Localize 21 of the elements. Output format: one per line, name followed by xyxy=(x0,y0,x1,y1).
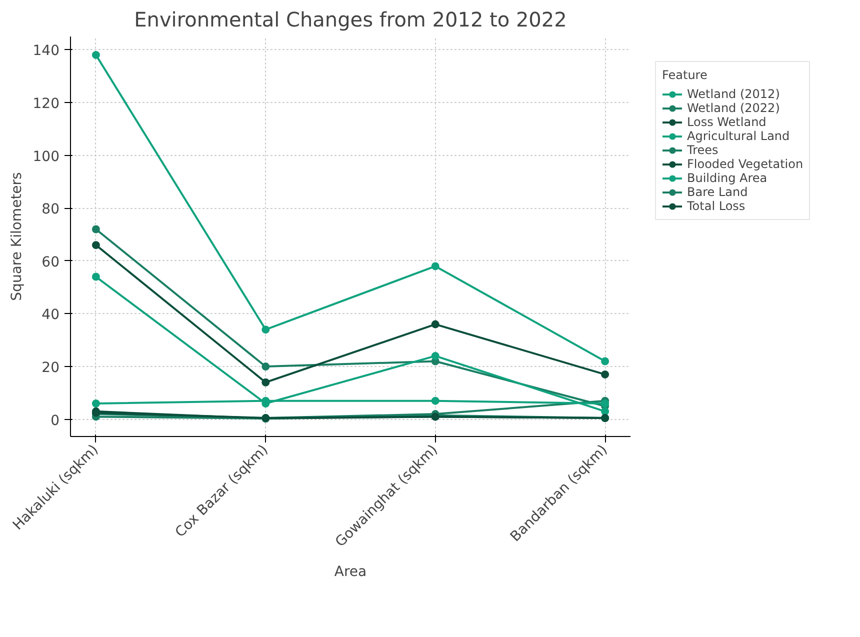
y-tick-label: 0 xyxy=(50,412,60,429)
x-axis-title: Area xyxy=(334,564,367,580)
y-tick-label: 120 xyxy=(32,96,60,112)
legend-label: Flooded Vegetation xyxy=(687,157,804,171)
chart-title: Environmental Changes from 2012 to 2022 xyxy=(134,8,567,32)
legend-label: Bare Land xyxy=(687,185,748,199)
y-tick-label: 60 xyxy=(42,254,60,270)
y-tick-label: 100 xyxy=(32,148,60,165)
legend-label: Building Area xyxy=(687,171,768,185)
y-tick-label: 140 xyxy=(32,43,60,60)
y-tick-label: 20 xyxy=(42,360,60,376)
legend-label: Agricultural Land xyxy=(687,129,790,143)
legend-label: Trees xyxy=(687,143,718,157)
legend-label: Wetland (2022) xyxy=(687,101,780,115)
legend-title: Feature xyxy=(662,68,708,82)
y-tick-label: 80 xyxy=(42,202,60,218)
legend-label: Wetland (2012) xyxy=(687,87,780,101)
y-axis-title: Square Kilometers xyxy=(8,172,25,301)
y-tick-label: 40 xyxy=(42,307,60,324)
legend-label: Total Loss xyxy=(687,199,746,213)
legend-label: Loss Wetland xyxy=(687,115,766,129)
